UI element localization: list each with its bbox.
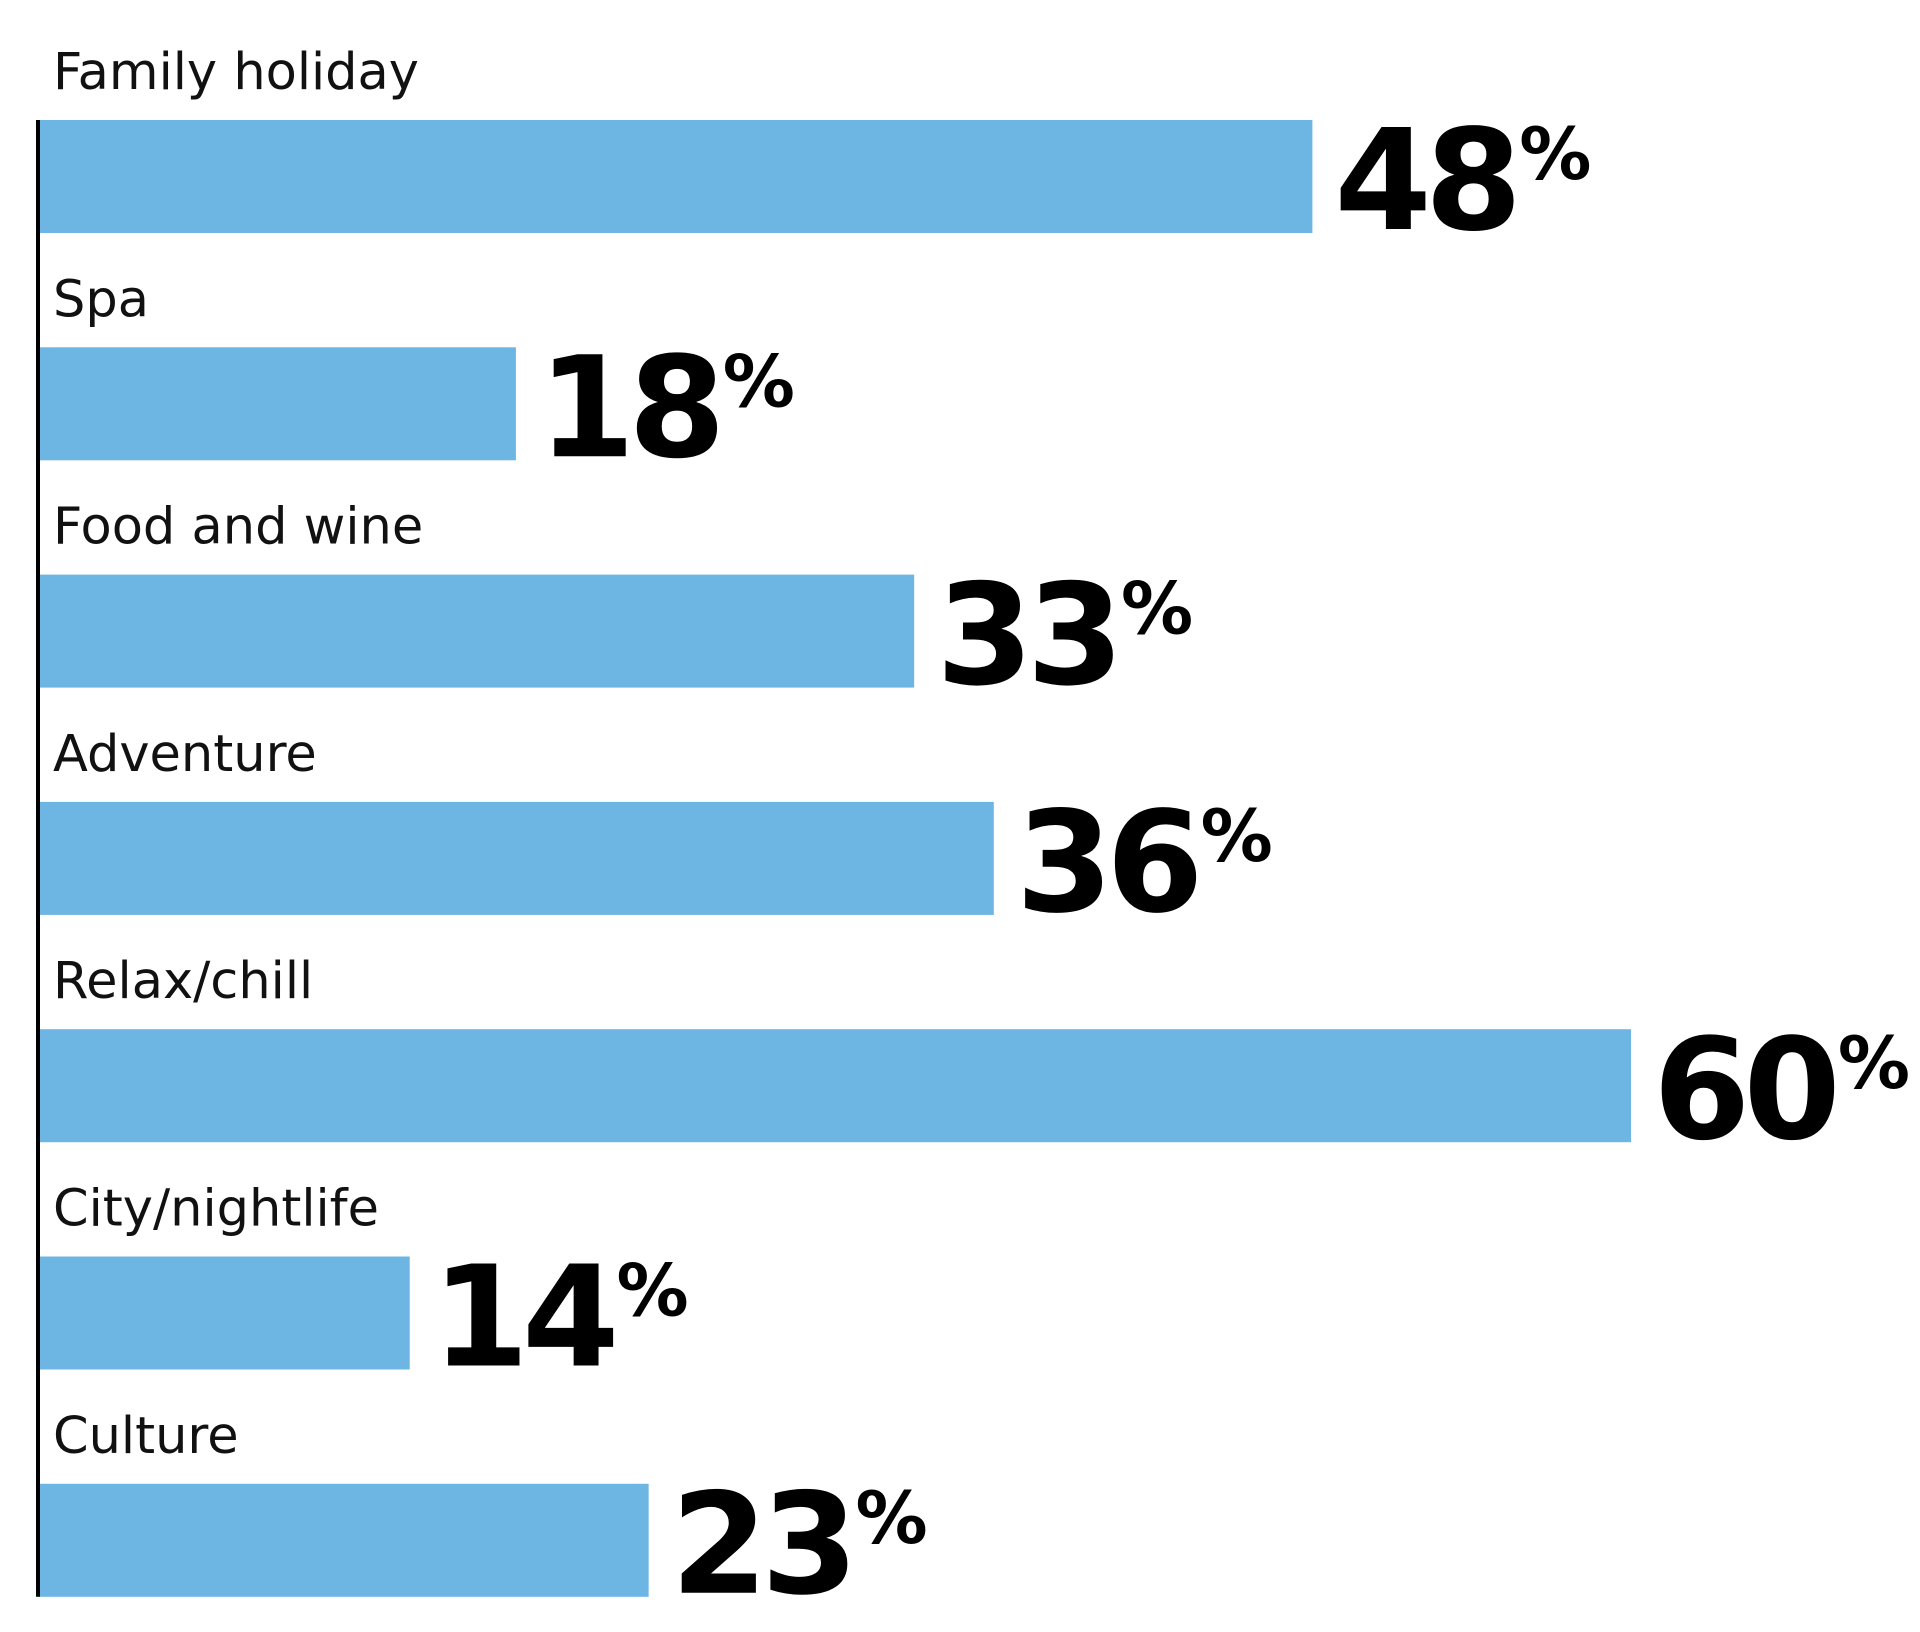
value-label: 36% bbox=[1016, 782, 1273, 945]
value-number: 14 bbox=[432, 1237, 613, 1400]
value-label: 33% bbox=[936, 555, 1193, 718]
value-percent-sign: % bbox=[723, 339, 795, 423]
bar bbox=[38, 801, 994, 915]
bar bbox=[38, 1483, 649, 1597]
bar bbox=[38, 120, 1313, 233]
bars-layer bbox=[38, 120, 1631, 1597]
value-number: 23 bbox=[671, 1464, 852, 1627]
value-label: 48% bbox=[1334, 100, 1591, 263]
value-percent-sign: % bbox=[1121, 567, 1193, 651]
category-label: Food and wine bbox=[53, 498, 423, 557]
category-labels-layer: Family holiday Spa Food and wine Adventure R… bbox=[53, 43, 423, 1466]
value-number: 33 bbox=[936, 555, 1117, 718]
value-number: 18 bbox=[538, 327, 719, 490]
value-percent-sign: % bbox=[1201, 794, 1273, 878]
value-label: 23% bbox=[671, 1464, 928, 1627]
value-percent-sign: % bbox=[1519, 112, 1591, 196]
value-percent-sign: % bbox=[855, 1476, 927, 1560]
value-number: 48 bbox=[1334, 100, 1515, 263]
value-labels-layer: 48%18%33%36%60%14%23% bbox=[432, 100, 1910, 1627]
value-number: 60 bbox=[1653, 1009, 1834, 1172]
category-label: Adventure bbox=[53, 725, 317, 784]
category-label: Spa bbox=[53, 270, 149, 329]
category-label: Culture bbox=[53, 1407, 239, 1466]
bar bbox=[38, 347, 516, 461]
category-label: City/nightlife bbox=[53, 1180, 379, 1239]
value-percent-sign: % bbox=[617, 1249, 689, 1333]
value-label: 14% bbox=[432, 1237, 689, 1400]
bar bbox=[38, 1256, 410, 1370]
value-label: 18% bbox=[538, 327, 795, 490]
value-label: 60% bbox=[1653, 1009, 1910, 1172]
category-label: Family holiday bbox=[53, 43, 419, 102]
bar bbox=[38, 1029, 1631, 1143]
value-percent-sign: % bbox=[1838, 1021, 1910, 1105]
value-number: 36 bbox=[1016, 782, 1197, 945]
bar bbox=[38, 574, 915, 688]
category-label: Relax/chill bbox=[53, 952, 313, 1011]
